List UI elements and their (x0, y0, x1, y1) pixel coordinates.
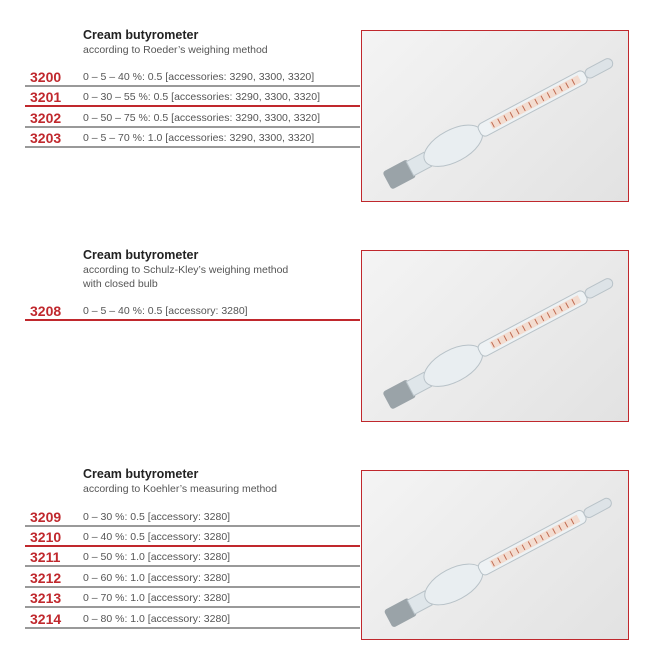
product-image-butyrometer (361, 250, 629, 422)
item-description: 0 – 30 %: 0.5 [accessory: 3280] (83, 511, 231, 523)
item-number: 3214 (30, 611, 62, 627)
section-subtitle: according to Koehler’s measuring method (83, 483, 277, 495)
item-description: 0 – 30 – 55 %: 0.5 [accessories: 3290, 3… (83, 91, 320, 103)
table-row: 3200 0 – 5 – 40 %: 0.5 [accessories: 3290… (25, 67, 360, 87)
item-number: 3201 (30, 89, 62, 105)
section-subtitle: according to Schulz-Kley’s weighing meth… (83, 264, 289, 276)
item-description: 0 – 40 %: 0.5 [accessory: 3280] (83, 531, 231, 543)
table-row: 3210 0 – 40 %: 0.5 [accessory: 3280] (25, 527, 360, 547)
table-row: 3212 0 – 60 %: 1.0 [accessory: 3280] (25, 568, 360, 588)
product-image-butyrometer (361, 30, 629, 202)
section-title: Cream butyrometer (83, 28, 199, 42)
item-number: 3210 (30, 529, 62, 545)
item-description: 0 – 50 %: 1.0 [accessory: 3280] (83, 551, 231, 563)
table-row: 3201 0 – 30 – 55 %: 0.5 [accessories: 329… (25, 87, 360, 107)
item-description: 0 – 5 – 70 %: 1.0 [accessories: 3290, 33… (83, 132, 315, 144)
item-number: 3211 (30, 549, 61, 565)
table-row: 3203 0 – 5 – 70 %: 1.0 [accessories: 3290… (25, 128, 360, 148)
item-number: 3208 (30, 303, 62, 319)
item-number: 3202 (30, 110, 62, 126)
table-row: 3213 0 – 70 %: 1.0 [accessory: 3280] (25, 588, 360, 608)
item-description: 0 – 5 – 40 %: 0.5 [accessories: 3290, 33… (83, 71, 315, 83)
product-image-butyrometer (361, 470, 629, 640)
table-row: 3209 0 – 30 %: 0.5 [accessory: 3280] (25, 507, 360, 527)
section-title: Cream butyrometer (83, 467, 199, 481)
item-description: 0 – 70 %: 1.0 [accessory: 3280] (83, 592, 231, 604)
table-row: 3208 0 – 5 – 40 %: 0.5 [accessory: 3280] (25, 301, 360, 321)
table-row: 3202 0 – 50 – 75 %: 0.5 [accessories: 329… (25, 108, 360, 128)
item-number: 3213 (30, 590, 62, 606)
item-number: 3200 (30, 69, 62, 85)
section-title: Cream butyrometer (83, 248, 199, 262)
table-row: 3211 0 – 50 %: 1.0 [accessory: 3280] (25, 547, 360, 567)
item-number: 3212 (30, 570, 62, 586)
section-subtitle: with closed bulb (83, 278, 158, 290)
table-row: 3214 0 – 80 %: 1.0 [accessory: 3280] (25, 609, 360, 629)
item-description: 0 – 60 %: 1.0 [accessory: 3280] (83, 572, 231, 584)
item-number: 3203 (30, 130, 62, 146)
item-description: 0 – 80 %: 1.0 [accessory: 3280] (83, 613, 231, 625)
item-description: 0 – 50 – 75 %: 0.5 [accessories: 3290, 3… (83, 112, 320, 124)
item-number: 3209 (30, 509, 62, 525)
section-subtitle: according to Roeder’s weighing method (83, 44, 268, 56)
item-description: 0 – 5 – 40 %: 0.5 [accessory: 3280] (83, 305, 248, 317)
